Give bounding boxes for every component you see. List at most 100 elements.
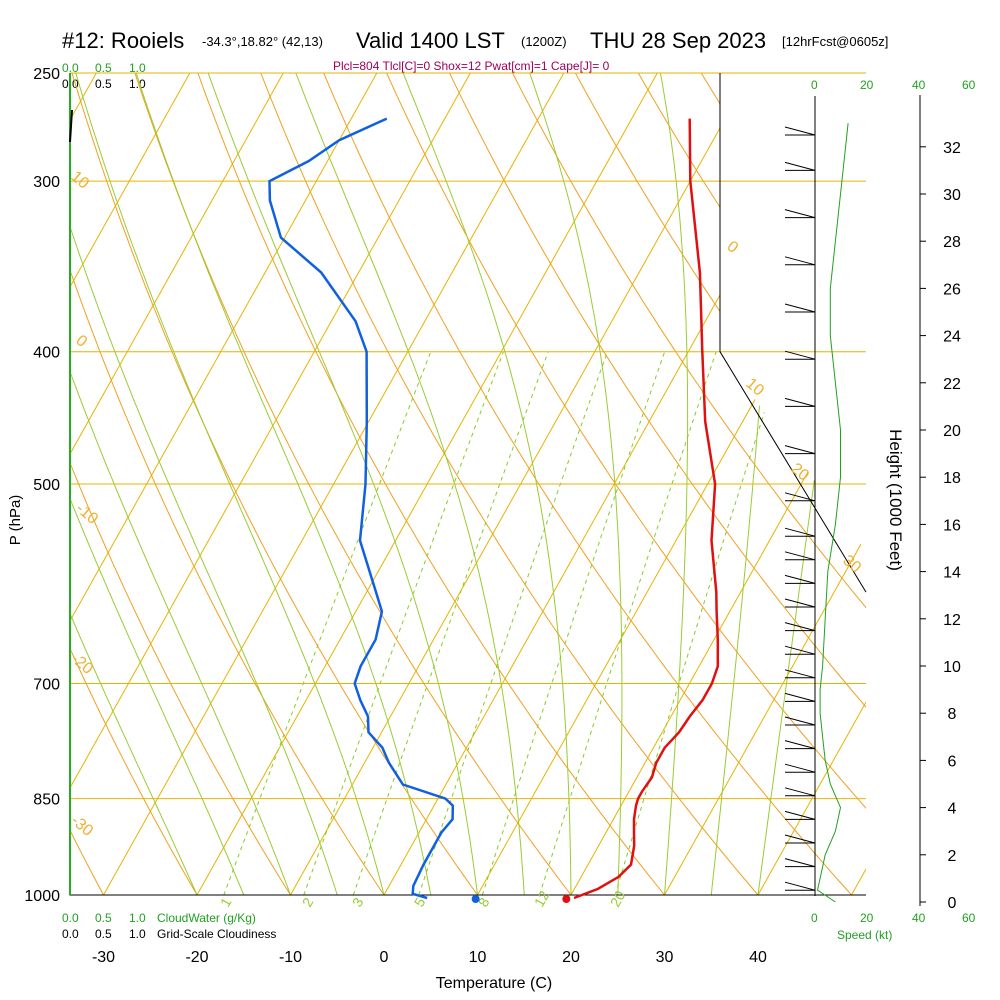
wind-barb: [784, 527, 816, 537]
wind-scale-bottom-0: 0: [811, 911, 818, 925]
wind-scale-top: 0 20 40 60: [811, 78, 976, 92]
mixing-ratio-line: [539, 351, 717, 895]
wind-barb: [784, 303, 816, 313]
isotherm-line: [851, 73, 866, 895]
wind-barb: [784, 350, 816, 360]
height-tick-label: 22: [943, 376, 961, 393]
chart-station-title: #12: Rooiels: [62, 28, 184, 53]
wind-barb: [784, 622, 816, 632]
mixing-ratio-label: 12: [531, 888, 553, 910]
wind-barb: [784, 763, 816, 773]
isotherm-label: 0: [72, 332, 90, 351]
moist-adiabat-line: [70, 73, 291, 895]
wind-barb: [784, 551, 816, 561]
height-tick-label: 28: [943, 234, 961, 251]
height-tick-label: 4: [948, 801, 957, 818]
cloud-bottom-green-1: 0.5: [95, 911, 112, 925]
cloud-green-0: 0.0: [62, 61, 79, 75]
wind-scale-bottom-40: 40: [912, 911, 926, 925]
wind-barb: [784, 397, 816, 407]
cloud-green-1: 0.5: [95, 61, 112, 75]
wind-barb: [784, 834, 816, 844]
wind-barb: [784, 574, 816, 584]
mixing-ratio-line: [614, 351, 785, 895]
height-tick-label: 16: [943, 517, 961, 534]
moist-adiabat-line: [402, 73, 572, 895]
y-axis-label: P (hPa): [7, 495, 24, 546]
wind-speed-profile: [816, 123, 849, 903]
wind-scale-bottom-20: 20: [860, 911, 874, 925]
isotherm-line: [664, 73, 866, 895]
wind-scale-bottom: 0 20 40 60 Speed (kt): [811, 911, 976, 942]
wind-barb: [784, 209, 816, 219]
plot-frame-right: [719, 73, 867, 593]
temperature-tick-label: 20: [562, 949, 580, 966]
moist-adiabat-line: [207, 73, 478, 895]
wind-barb: [784, 692, 816, 702]
moist-adiabat-line: [70, 73, 198, 895]
mixing-ratio-label: 2: [299, 895, 317, 910]
isotherm-label: 0: [723, 238, 741, 257]
dry-adiabat-line: [449, 73, 866, 895]
wind-scale-bottom-60: 60: [962, 911, 976, 925]
pressure-tick-label: 850: [33, 792, 60, 809]
chart-utc-time: (1200Z): [521, 34, 567, 49]
isotherm-label: 20: [787, 460, 812, 485]
temperature-tick-label: -20: [185, 949, 208, 966]
chart-location: -34.3°,18.82° (42,13): [202, 34, 323, 49]
dry-adiabat-line: [512, 73, 866, 895]
isotherm-line: [757, 73, 866, 895]
wind-barb: [784, 598, 816, 608]
wind-barb: [784, 858, 816, 868]
cloud-black-1: 0.5: [95, 77, 112, 91]
dry-adiabat-line: [134, 73, 572, 895]
x-axis-label: Temperature (C): [436, 975, 552, 992]
moist-adiabat-line: [529, 73, 623, 895]
cloud-bottom-green-0: 0.0: [62, 911, 79, 925]
temperature-tick-label: 40: [749, 949, 767, 966]
mixing-ratio-line: [481, 351, 666, 895]
cloud-bottom-green-2: 1.0: [129, 911, 146, 925]
wind-barb: [784, 161, 816, 171]
wind-scale-top-40: 40: [912, 78, 926, 92]
moist-adiabat-line: [75, 73, 385, 895]
mixing-ratio-label: 1: [217, 895, 235, 910]
cloud-scale-bottom: 0.0 0.5 1.0 CloudWater (g/Kg) 0.0 0.5 1.…: [62, 911, 276, 941]
pressure-tick-label: 300: [33, 174, 60, 191]
cloud-scale-top: 0.0 0.5 1.0 0.0 0.5 1.0: [62, 61, 146, 91]
height-tick-label: 10: [943, 659, 961, 676]
surface-temperature-marker: [562, 895, 571, 903]
cloud-bottom-black-0: 0.0: [62, 927, 79, 941]
height-tick-label: 2: [948, 848, 957, 865]
wind-barb: [784, 787, 816, 797]
height-tick-label: 14: [943, 565, 961, 582]
sounding-dewpoint-line: [268, 117, 455, 900]
height-tick-label: 24: [943, 329, 961, 346]
dry-adiabat-line: [70, 73, 198, 895]
mixing-ratio-line: [303, 351, 504, 895]
surface-dewpoint-marker: [471, 895, 480, 903]
wind-barb: [784, 669, 816, 679]
wind-barb: [784, 881, 816, 891]
cloud-bottom-black-2: 1.0: [129, 927, 146, 941]
wind-barb: [784, 740, 816, 750]
cloud-black-2: 1.0: [129, 77, 146, 91]
sounding-temperature-line: [573, 118, 720, 900]
pressure-tick-label: 400: [33, 345, 60, 362]
mixing-ratio-label: 20: [607, 888, 629, 910]
wind-barb: [784, 256, 816, 266]
temperature-tick-label: 0: [380, 949, 389, 966]
wind-barb: [784, 810, 816, 820]
temperature-tick-label: -30: [92, 949, 115, 966]
moist-adiabat-line: [70, 73, 245, 895]
height-tick-label: 6: [948, 753, 957, 770]
dry-adiabat-line: [323, 73, 852, 895]
height-tick-label: 26: [943, 281, 961, 298]
wind-barb: [784, 645, 816, 655]
moist-adiabat-line: [135, 73, 432, 895]
isotherm-label: 10: [742, 375, 767, 400]
height-tick-label: 30: [943, 187, 961, 204]
cloud-bottom-black-1: 0.5: [95, 927, 112, 941]
temperature-tick-label: -10: [279, 949, 302, 966]
